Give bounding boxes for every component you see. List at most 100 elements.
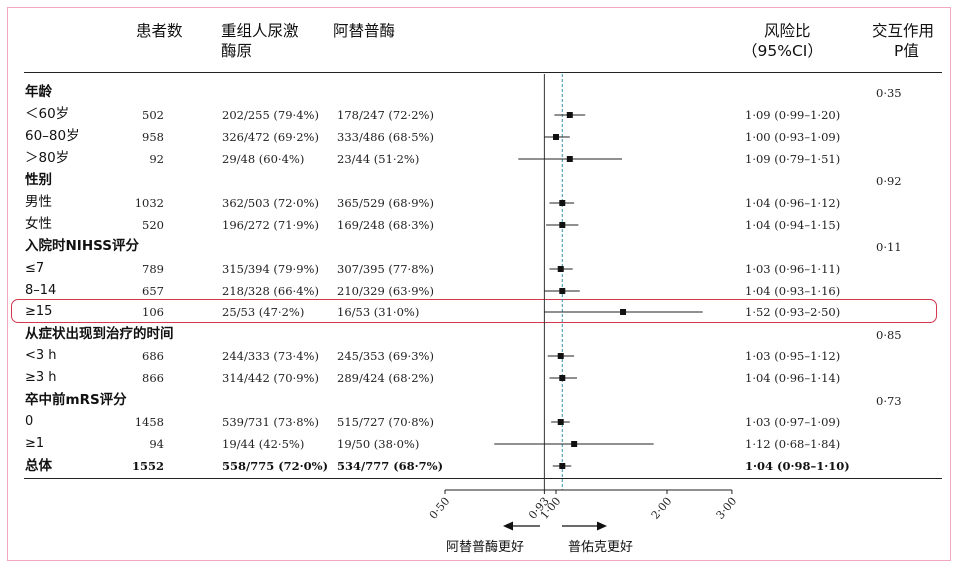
overall-n: 1552 [131, 459, 164, 473]
estimate-marker [566, 156, 573, 162]
row-hr-text: 1·04 (0·96–1·12) [745, 196, 841, 210]
row-label: 男性 [25, 194, 52, 210]
row-treatment-a: 244/333 (73·4%) [222, 349, 319, 363]
row-treatment-a: 196/272 (71·9%) [222, 218, 319, 232]
overall-hr-text: 1·04 (0·98–1·10) [745, 459, 850, 473]
group-title-age: 年龄 [25, 84, 52, 100]
estimate-marker [553, 134, 559, 140]
favors-left-label: 阿替普酶更好 [446, 540, 525, 555]
row-label: 0 [25, 414, 34, 429]
row-n: 686 [142, 349, 164, 363]
header-patients: 患者数 [136, 22, 183, 40]
overall-label: 总体 [25, 458, 52, 474]
x-tick-label: 3·00 [714, 495, 740, 522]
header-interaction-line2: P值 [894, 42, 919, 60]
row-hr-text: 1·04 (0·93–1·16) [745, 284, 841, 298]
row-label: ≥15 [25, 304, 53, 319]
top-rule [24, 72, 942, 73]
row-hr-text: 1·12 (0·68–1·84) [745, 437, 841, 451]
overall-treatment-b: 534/777 (68·7%) [337, 459, 444, 473]
overall-treatment-a: 558/775 (72·0%) [222, 459, 329, 473]
group-p-value-mrs: 0·73 [876, 394, 902, 408]
group-title-sex: 性别 [25, 172, 52, 188]
header-treatment-a-line1: 重组人尿激 [221, 22, 299, 40]
group-title-onset-time: 从症状出现到治疗的时间 [25, 326, 174, 342]
row-treatment-b: 515/727 (70·8%) [337, 415, 434, 429]
row-label: ＞80岁 [25, 150, 70, 166]
row-treatment-b: 307/395 (77·8%) [337, 262, 434, 276]
row-treatment-a: 25/53 (47·2%) [222, 305, 305, 319]
row-treatment-b: 23/44 (51·2%) [337, 152, 420, 166]
estimate-marker [559, 375, 566, 381]
row-n: 657 [142, 284, 164, 298]
row-treatment-a: 202/255 (79·4%) [222, 108, 319, 122]
row-treatment-a: 539/731 (73·8%) [222, 415, 319, 429]
highlight-box [11, 299, 937, 323]
estimate-marker [559, 463, 566, 469]
row-hr-text: 1·00 (0·93–1·09) [745, 130, 841, 144]
row-label: 60–80岁 [25, 128, 80, 144]
group-p-value-age: 0·35 [876, 86, 902, 100]
row-treatment-b: 245/353 (69·3%) [337, 349, 434, 363]
row-label: <3 h [25, 348, 57, 363]
group-title-nihss: 入院时NIHSS评分 [25, 238, 139, 254]
row-hr-text: 1·03 (0·96–1·11) [745, 262, 841, 276]
x-tick-label: 0·50 [427, 495, 453, 522]
row-label: ≤7 [25, 261, 45, 276]
row-treatment-a: 314/442 (70·9%) [222, 371, 319, 385]
header-hr-line1: 风险比 [764, 22, 811, 40]
row-label: 女性 [25, 216, 52, 232]
header-hr-line2: （95%CI） [742, 42, 823, 60]
row-treatment-b: 365/529 (68·9%) [337, 196, 434, 210]
row-n: 106 [142, 305, 164, 319]
estimate-marker [566, 112, 573, 118]
row-treatment-b: 210/329 (63·9%) [337, 284, 434, 298]
row-treatment-a: 19/44 (42·5%) [222, 437, 305, 451]
row-treatment-a: 362/503 (72·0%) [222, 196, 319, 210]
row-n: 94 [149, 437, 164, 451]
row-n: 866 [142, 371, 164, 385]
group-title-mrs: 卒中前mRS评分 [25, 392, 127, 408]
row-treatment-b: 19/50 (38·0%) [337, 437, 420, 451]
row-hr-text: 1·52 (0·93–2·50) [745, 305, 841, 319]
bottom-rule [24, 478, 942, 479]
favors-right-label: 普佑克更好 [568, 540, 634, 555]
row-label: 8–14 [25, 283, 57, 298]
row-n: 1458 [134, 415, 164, 429]
row-treatment-a: 326/472 (69·2%) [222, 130, 319, 144]
row-treatment-a: 315/394 (79·9%) [222, 262, 319, 276]
header-interaction-line1: 交互作用 [872, 22, 935, 40]
row-n: 520 [142, 218, 164, 232]
estimate-marker [620, 309, 627, 315]
row-label: ≥1 [25, 436, 45, 451]
row-treatment-b: 333/486 (68·5%) [337, 130, 434, 144]
group-p-value-nihss: 0·11 [876, 240, 902, 254]
estimate-marker [559, 288, 566, 294]
row-n: 502 [142, 108, 164, 122]
row-treatment-a: 218/328 (66·4%) [222, 284, 319, 298]
row-treatment-b: 178/247 (72·2%) [337, 108, 434, 122]
row-hr-text: 1·03 (0·95–1·12) [745, 349, 841, 363]
estimate-marker [571, 441, 578, 447]
x-tick-label: 2·00 [649, 495, 675, 522]
row-hr-text: 1·03 (0·97–1·09) [745, 415, 841, 429]
row-hr-text: 1·09 (0·79–1·51) [745, 152, 841, 166]
header-treatment-b: 阿替普酶 [333, 22, 396, 40]
row-label: ＜60岁 [25, 106, 70, 122]
estimate-marker [559, 200, 566, 206]
row-treatment-b: 16/53 (31·0%) [337, 305, 420, 319]
estimate-marker [557, 266, 564, 272]
row-n: 958 [142, 130, 164, 144]
group-p-value-sex: 0·92 [876, 174, 902, 188]
row-n: 789 [142, 262, 164, 276]
favors-right-arrowhead [597, 521, 607, 531]
group-p-value-onset-time: 0·85 [876, 328, 902, 342]
row-hr-text: 1·04 (0·94–1·15) [745, 218, 841, 232]
row-n: 92 [149, 152, 164, 166]
header-treatment-a-line2: 酶原 [221, 42, 253, 60]
figure-frame [7, 7, 951, 561]
estimate-marker [557, 419, 564, 425]
row-treatment-b: 169/248 (68·3%) [337, 218, 434, 232]
estimate-marker [557, 353, 564, 359]
